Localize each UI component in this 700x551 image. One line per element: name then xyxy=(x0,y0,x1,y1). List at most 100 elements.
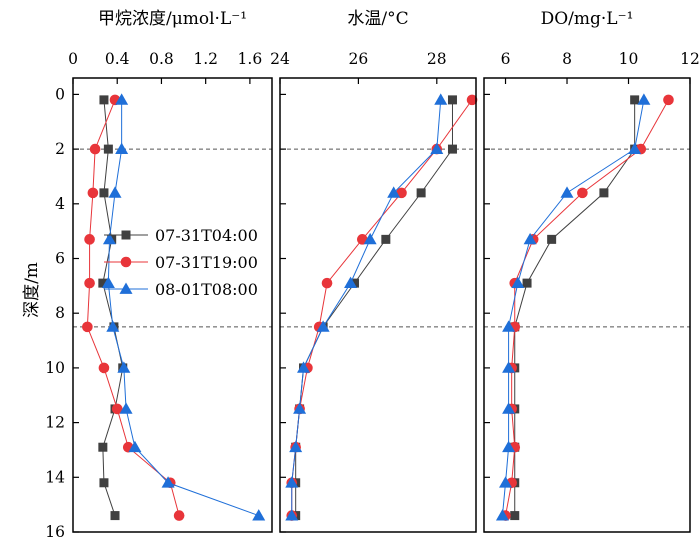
data-point xyxy=(285,509,299,521)
panel-2: 水温/°C 24 26 28 xyxy=(270,9,478,533)
data-point xyxy=(119,402,133,414)
data-point xyxy=(434,93,448,105)
legend-label: 08-01T08:00 xyxy=(155,280,258,299)
data-point xyxy=(99,188,109,198)
series-line xyxy=(291,99,473,516)
x-tick-label: 28 xyxy=(427,50,447,68)
data-point xyxy=(511,276,525,288)
data-point xyxy=(547,234,557,244)
data-point xyxy=(252,509,266,521)
data-point xyxy=(344,276,358,288)
x-tick-label: 8 xyxy=(562,50,572,68)
x-tick-label: 1.2 xyxy=(193,50,218,68)
x-tick-label: 6 xyxy=(501,50,511,68)
y-tick-label: 10 xyxy=(45,359,65,377)
data-point xyxy=(387,186,401,198)
data-point xyxy=(101,276,115,288)
x-tick-label: 26 xyxy=(349,50,369,68)
y-axis-label: 深度/m xyxy=(22,262,42,318)
data-point xyxy=(98,362,110,374)
y-tick-label: 8 xyxy=(55,304,65,322)
x-tick-label: 0 xyxy=(68,50,78,68)
data-point xyxy=(84,234,95,245)
x-tick-label: 24 xyxy=(270,50,290,68)
data-point xyxy=(316,320,330,332)
data-point xyxy=(466,94,478,106)
data-point xyxy=(98,278,108,288)
y-tick-label: 12 xyxy=(45,414,65,432)
y-tick-label: 16 xyxy=(45,523,65,541)
series-08-01T08:00 xyxy=(285,93,448,521)
panel-1: 甲烷浓度/μmol·L⁻¹ 0 0.4 0.8 1.2 1.6 0 2 4 6 8 10 12 14 16 xyxy=(45,9,273,541)
data-point xyxy=(381,234,391,244)
x-tick-label: 1.6 xyxy=(238,50,263,68)
data-point xyxy=(349,278,359,288)
panel-title: DO/mg·L⁻¹ xyxy=(541,9,634,29)
series-08-01T08:00 xyxy=(101,93,266,521)
data-point xyxy=(510,511,520,521)
data-point xyxy=(161,476,175,488)
panel-title: 水温/°C xyxy=(347,9,408,29)
data-point xyxy=(99,95,109,105)
data-point xyxy=(577,187,588,199)
data-point xyxy=(293,402,307,414)
legend-marker xyxy=(119,282,133,294)
series-07-31T04:00 xyxy=(98,95,128,521)
panel-3: DO/mg·L⁻¹ 6 8 10 12 xyxy=(483,9,700,533)
data-point xyxy=(663,94,674,106)
legend-marker xyxy=(121,230,131,240)
data-point xyxy=(111,403,123,415)
data-point xyxy=(110,511,120,521)
series-line xyxy=(291,99,442,516)
data-point xyxy=(117,361,131,373)
series-line xyxy=(505,99,669,516)
series-07-31T19:00 xyxy=(500,94,674,521)
data-point xyxy=(89,143,101,155)
data-point xyxy=(84,277,95,289)
data-point xyxy=(103,144,113,154)
legend-label: 07-31T19:00 xyxy=(155,253,258,272)
data-point xyxy=(128,440,142,453)
series-07-31T04:00 xyxy=(291,95,457,521)
plot-frame xyxy=(483,77,691,533)
data-point xyxy=(499,476,513,488)
plot-frame xyxy=(72,77,273,533)
series-07-31T19:00 xyxy=(82,94,185,521)
data-point xyxy=(502,440,516,453)
data-point xyxy=(363,232,377,245)
data-point xyxy=(502,402,516,414)
data-point xyxy=(630,95,640,105)
data-point xyxy=(115,93,129,105)
data-point xyxy=(285,476,299,488)
data-point xyxy=(87,187,99,199)
x-tick-label: 0.4 xyxy=(105,50,130,68)
y-tick-label: 6 xyxy=(55,250,65,268)
data-point xyxy=(502,361,516,373)
data-point xyxy=(82,321,93,333)
plot-frame xyxy=(279,77,477,533)
y-tick-label: 4 xyxy=(55,195,65,213)
series-line xyxy=(86,99,180,516)
series-07-31T19:00 xyxy=(286,94,478,521)
data-point xyxy=(98,442,108,452)
data-point xyxy=(416,188,426,198)
data-point xyxy=(297,361,311,373)
panel-title: 甲烷浓度/μmol·L⁻¹ xyxy=(98,9,247,29)
series-line xyxy=(295,99,453,516)
data-point xyxy=(102,232,116,245)
x-tick-label: 0.8 xyxy=(149,50,174,68)
data-point xyxy=(637,93,651,105)
legend-label: 07-31T04:00 xyxy=(155,226,258,245)
data-point xyxy=(502,320,516,332)
data-point xyxy=(115,142,129,154)
data-point xyxy=(99,478,109,488)
legend: 07-31T04:00 07-31T19:00 08-01T08:00 xyxy=(104,226,258,299)
data-point xyxy=(523,232,537,245)
series-08-01T08:00 xyxy=(495,93,651,521)
x-tick-label: 10 xyxy=(619,50,639,68)
data-point xyxy=(108,186,122,198)
data-point xyxy=(173,510,185,521)
data-point xyxy=(560,186,574,198)
data-point xyxy=(522,278,532,288)
